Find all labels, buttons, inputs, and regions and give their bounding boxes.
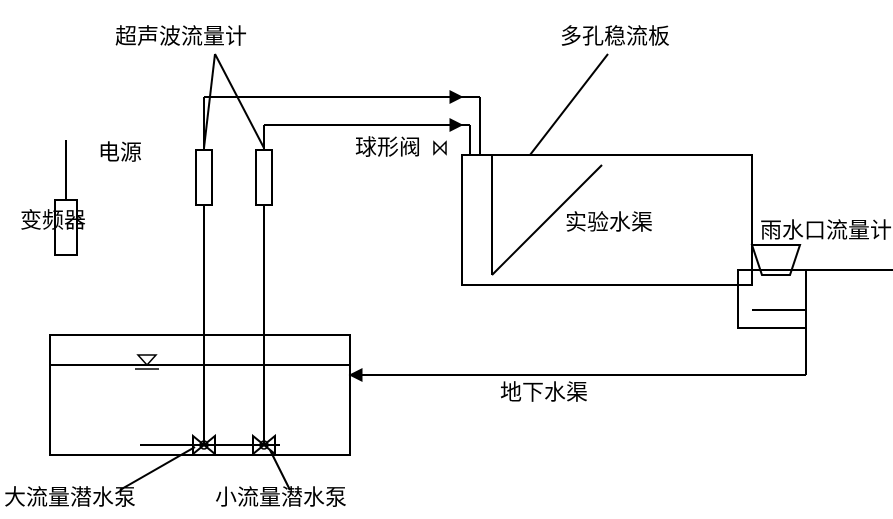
- label-channel: 实验水渠: [565, 210, 653, 235]
- label-inverter: 变频器: [20, 208, 86, 233]
- node-storm_box: [738, 270, 806, 328]
- node-tank: [50, 335, 350, 455]
- edge-leader_ultra_1: [204, 54, 215, 148]
- label-power: 电源: [98, 140, 142, 165]
- ball-valve-icon: [434, 142, 446, 154]
- label-small-pump: 小流量潜水泵: [215, 485, 347, 510]
- label-large-pump: 大流量潜水泵: [4, 485, 136, 510]
- node-flow1: [196, 150, 212, 205]
- water-level-icon: [138, 355, 156, 365]
- node-flow2: [256, 150, 272, 205]
- label-storm: 雨水口流量计: [760, 218, 892, 243]
- label-underground: 地下水渠: [500, 380, 588, 405]
- label-perforated: 多孔稳流板: [560, 24, 670, 49]
- edge-leader_ultra_2: [215, 54, 264, 148]
- label-ball-valve: 球形阀: [355, 135, 421, 160]
- edge-leader_plate: [530, 54, 608, 155]
- edge-leader_large: [120, 447, 195, 490]
- label-ultrasonic: 超声波流量计: [115, 24, 247, 49]
